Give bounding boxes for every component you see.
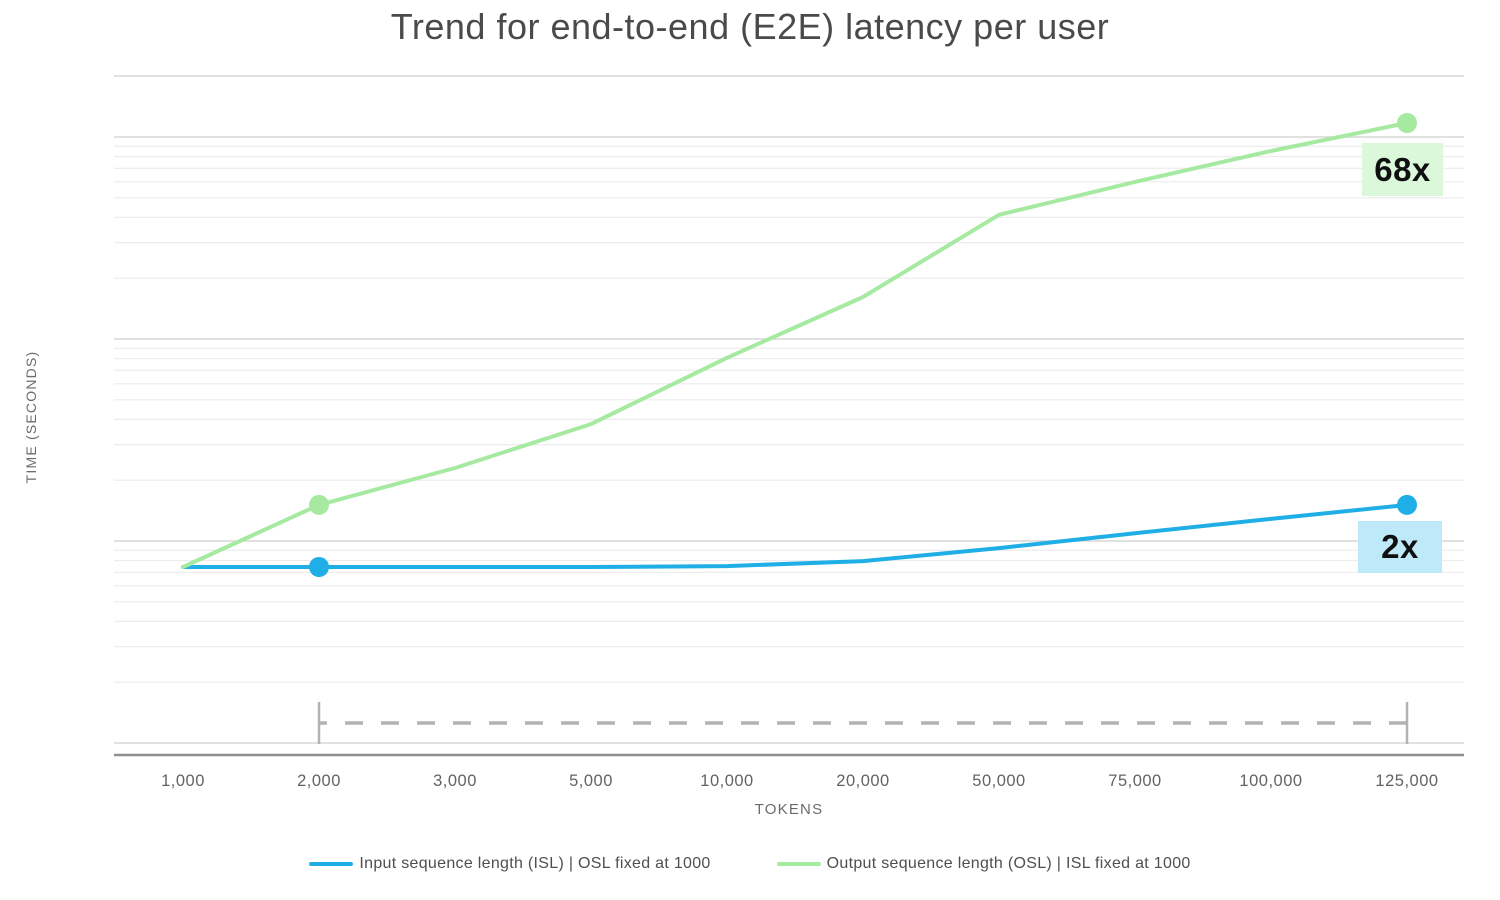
x-tick-label: 100,000 (1239, 772, 1303, 790)
x-tick-label: 75,000 (1108, 772, 1162, 790)
x-tick-label: 2,000 (297, 772, 341, 790)
x-tick-label: 5,000 (569, 772, 613, 790)
osl-legend-label: Output sequence length (OSL) | ISL fixed… (826, 855, 1191, 872)
series-line-0 (181, 502, 1409, 569)
series-marker (309, 494, 329, 515)
isl-line-swatch (309, 862, 354, 866)
x-axis-label: TOKENS (754, 801, 824, 818)
isl-legend-label: Input sequence length (ISL) | OSL fixed … (359, 855, 711, 872)
series-marker (1397, 494, 1417, 515)
annotation-68x: 68x (1362, 143, 1443, 196)
chart-legend: Input sequence length (ISL) | OSL fixed … (0, 855, 1500, 873)
x-tick-label: 3,000 (433, 772, 477, 790)
chart-title: Trend for end-to-end (E2E) latency per u… (390, 6, 1110, 47)
x-tick-label: 20,000 (836, 772, 890, 790)
annotation-2x: 2x (1358, 521, 1442, 573)
x-tick-label: 10,000 (700, 772, 754, 790)
x-tick-label: 125,000 (1375, 772, 1439, 790)
x-tick-label: 50,000 (972, 772, 1026, 790)
osl-line-swatch (776, 862, 821, 866)
series-line-1 (181, 121, 1409, 569)
series-marker (1397, 113, 1417, 133)
legend-item-osl: Output sequence length (OSL) | ISL fixed… (776, 855, 1191, 873)
series-marker (309, 557, 329, 577)
x-tick-label: 1,000 (161, 772, 205, 790)
legend-item-isl: Input sequence length (ISL) | OSL fixed … (309, 855, 710, 873)
